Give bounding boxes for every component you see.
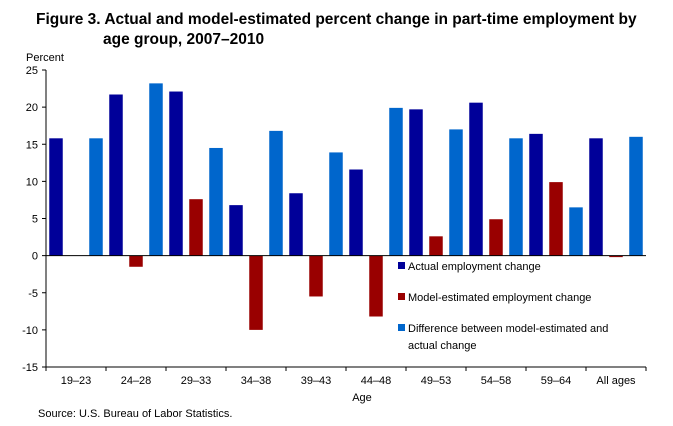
legend-swatch-1 [398, 262, 405, 269]
y-tick-label: 15 [26, 139, 38, 151]
chart-title-line2: age group, 2007–2010 [103, 31, 265, 48]
bar-3-10 [629, 136, 643, 256]
bar-2-6 [369, 255, 383, 317]
bar-3-9 [569, 207, 583, 256]
y-tick-label: 10 [26, 176, 38, 188]
x-tick-label: All ages [596, 375, 636, 387]
legend-label-3-line1: Difference between model-estimated and [408, 323, 608, 335]
bar-2-8 [489, 219, 503, 256]
bar-2-2 [129, 255, 143, 267]
legend-swatch-2 [398, 293, 405, 300]
bar-1-8 [469, 102, 483, 256]
bar-1-5 [289, 193, 303, 256]
bar-2-5 [309, 255, 323, 297]
y-tick-label: 25 [26, 65, 38, 77]
x-tick-label: 54–58 [481, 375, 512, 387]
bar-3-7 [449, 129, 463, 256]
bar-3-4 [269, 130, 283, 256]
bar-3-5 [329, 152, 343, 256]
bar-1-2 [109, 94, 123, 256]
legend-label-2: Model-estimated employment change [408, 292, 591, 304]
bar-3-8 [509, 138, 523, 256]
chart-title-line1: Figure 3. Actual and model-estimated per… [36, 11, 637, 28]
bar-3-1 [89, 138, 103, 256]
x-tick-label: 59–64 [541, 375, 572, 387]
bar-1-1 [49, 138, 63, 256]
x-tick-label: 39–43 [301, 375, 332, 387]
bar-1-6 [349, 169, 363, 256]
y-tick-label: 5 [32, 214, 38, 226]
bar-2-4 [249, 255, 263, 330]
bar-2-7 [429, 236, 443, 256]
legend-label-3-line2: actual change [408, 340, 477, 352]
bar-3-6 [389, 107, 403, 256]
x-tick-label: 34–38 [241, 375, 272, 387]
chart-title: Figure 3. Actual and model-estimated per… [36, 10, 656, 50]
y-tick-label: -5 [28, 288, 38, 300]
x-tick-label: 24–28 [121, 375, 152, 387]
y-tick-label: 0 [32, 251, 38, 263]
legend-label-1: Actual employment change [408, 261, 541, 273]
bar-1-7 [409, 109, 423, 256]
bar-1-9 [529, 133, 543, 256]
y-tick-label: 20 [26, 102, 38, 114]
x-tick-label: 19–23 [61, 375, 92, 387]
x-tick-label: 44–48 [361, 375, 392, 387]
bar-1-4 [229, 205, 243, 256]
x-axis-label: Age [352, 392, 372, 404]
bar-2-9 [549, 182, 563, 256]
bar-2-10 [609, 255, 623, 258]
y-axis-label: Percent [26, 52, 64, 64]
y-tick-label: -15 [22, 362, 38, 374]
bar-3-2 [149, 83, 163, 256]
bar-1-3 [169, 91, 183, 256]
x-tick-label: 49–53 [421, 375, 452, 387]
bar-3-3 [209, 147, 223, 256]
bar-1-10 [589, 138, 603, 256]
legend-swatch-3 [398, 324, 405, 331]
x-tick-label: 29–33 [181, 375, 212, 387]
source-note: Source: U.S. Bureau of Labor Statistics. [38, 408, 233, 420]
bar-2-3 [189, 199, 203, 256]
y-tick-label: -10 [22, 325, 38, 337]
